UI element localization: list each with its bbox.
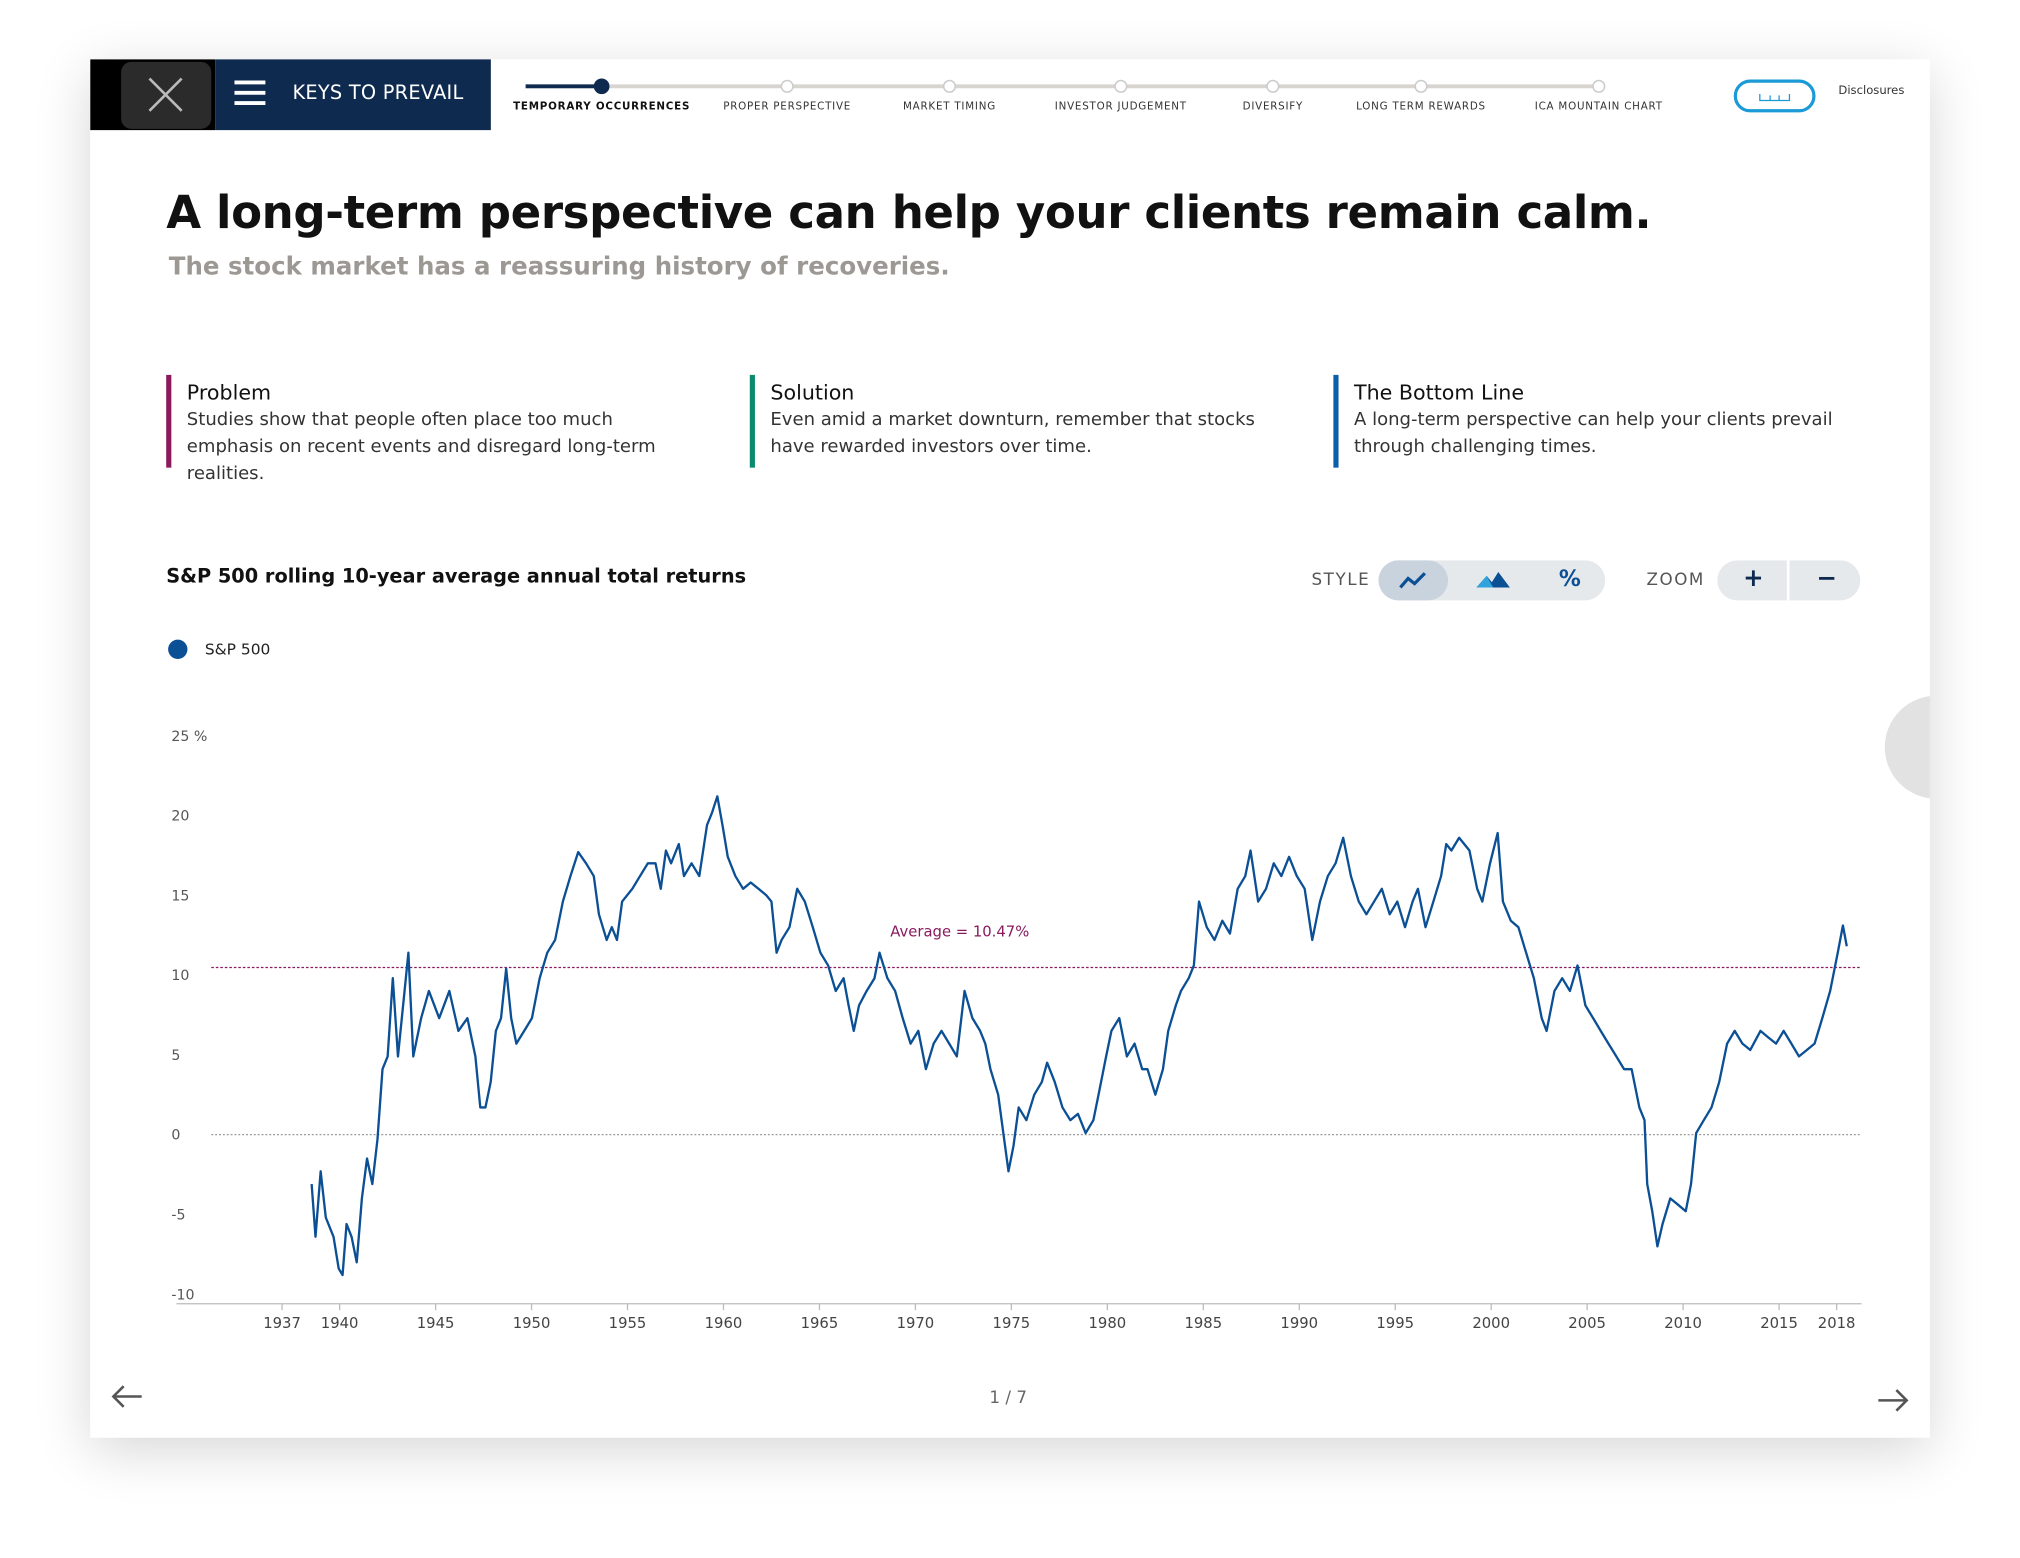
prev-arrow[interactable] <box>111 1384 144 1410</box>
legend-label: S&P 500 <box>205 640 271 658</box>
page-subtitle: The stock market has a reassuring histor… <box>168 252 950 281</box>
zoom-out-button[interactable]: − <box>1816 564 1838 593</box>
card-title: The Bottom Line <box>1354 380 1525 405</box>
step-label[interactable]: PROPER PERSPECTIVE <box>723 100 852 113</box>
line-icon <box>1399 572 1426 589</box>
y-tick-label: 10 <box>171 968 189 984</box>
step-label[interactable]: MARKET TIMING <box>902 100 996 113</box>
x-tick-label: 1945 <box>417 1315 455 1332</box>
close-icon <box>148 77 183 112</box>
close-button[interactable] <box>90 59 216 131</box>
x-tick-label: 1937 <box>263 1315 301 1332</box>
style-percent-button[interactable]: % <box>1558 566 1581 593</box>
pager: 1 / 7 <box>989 1388 1028 1409</box>
step-node <box>780 79 794 93</box>
panel: KEYS TO PREVAIL TEMPORARY OCCURRENCES PRO… <box>90 59 1930 1438</box>
average-label: Average = 10.47% <box>890 924 1029 941</box>
step-label[interactable]: DIVERSIFY <box>1242 100 1304 113</box>
y-tick-label: 0 <box>171 1128 180 1144</box>
hamburger-icon <box>234 80 266 105</box>
x-tick-label: 1940 <box>321 1315 359 1332</box>
x-tick-label: 1975 <box>993 1315 1031 1332</box>
info-card: Problem Studies show that people often pl… <box>166 374 715 484</box>
y-tick-label: 20 <box>171 809 189 825</box>
y-tick-label: 15 <box>171 888 189 904</box>
card-text: Studies show that people often place too… <box>186 409 656 485</box>
chart-title: S&P 500 rolling 10-year average annual t… <box>166 564 747 588</box>
y-tick-label: 25 % <box>171 729 207 745</box>
card-text: A long-term perspective can help your cl… <box>1354 409 1833 458</box>
step-label[interactable]: LONG TERM REWARDS <box>1356 100 1486 113</box>
x-tick-label: 2010 <box>1664 1315 1702 1332</box>
next-arrow[interactable] <box>1876 1387 1909 1413</box>
step-label[interactable]: INVESTOR JUDGEMENT <box>1054 100 1187 113</box>
zoom-label: ZOOM <box>1646 570 1705 591</box>
info-card: The Bottom Line A long-term perspective c… <box>1333 374 1882 468</box>
step-node <box>593 78 610 95</box>
x-tick-label: 1950 <box>513 1315 551 1332</box>
x-tick-label: 2005 <box>1568 1315 1606 1332</box>
info-card: Solution Even amid a market downturn, rem… <box>749 374 1299 468</box>
step-node <box>1592 79 1606 93</box>
step-node <box>1266 79 1280 93</box>
menu-button[interactable]: KEYS TO PREVAIL <box>215 59 491 131</box>
x-tick-label: 1980 <box>1088 1315 1126 1332</box>
menu-title: KEYS TO PREVAIL <box>292 81 464 105</box>
zoom-divider <box>1786 560 1790 601</box>
step-node <box>1114 79 1128 93</box>
style-line-button[interactable] <box>1378 560 1449 601</box>
zoom-toggle: + − <box>1717 560 1861 601</box>
step-node <box>942 79 957 93</box>
step-label[interactable]: ICA MOUNTAIN CHART <box>1534 100 1663 113</box>
style-mountain-button[interactable] <box>1471 560 1515 600</box>
x-tick-label: 1985 <box>1184 1315 1222 1332</box>
x-tick-label: 1965 <box>801 1315 839 1332</box>
data-line <box>310 795 1848 1277</box>
card-title: Problem <box>186 380 272 405</box>
x-tick-label: 2018 <box>1818 1315 1856 1332</box>
zoom-in-button[interactable]: + <box>1743 564 1764 593</box>
x-tick-label: 2015 <box>1760 1315 1798 1332</box>
progress-bar <box>525 78 1606 95</box>
x-tick-label: 1955 <box>609 1315 647 1332</box>
close-inner <box>121 61 212 129</box>
legend-marker <box>168 639 188 659</box>
x-tick-label: 1970 <box>897 1315 935 1332</box>
page-title: A long-term perspective can help your cl… <box>166 188 1652 240</box>
step-node <box>1414 79 1428 93</box>
x-tick-label: 1990 <box>1280 1315 1318 1332</box>
x-tick-label: 2000 <box>1472 1315 1510 1332</box>
card-title: Solution <box>770 380 855 405</box>
print-button[interactable] <box>1733 79 1818 115</box>
style-label: STYLE <box>1311 570 1371 591</box>
style-toggle: % <box>1378 560 1606 601</box>
y-tick-label: -10 <box>171 1287 194 1303</box>
y-tick-label: -5 <box>171 1208 185 1224</box>
disclosures-link[interactable]: Disclosures <box>1838 85 1905 98</box>
step-label[interactable]: TEMPORARY OCCURRENCES <box>513 100 691 113</box>
x-tick-label: 1960 <box>705 1315 743 1332</box>
card-text: Even amid a market downturn, remember th… <box>770 409 1255 458</box>
x-tick-label: 1995 <box>1376 1315 1414 1332</box>
y-tick-label: 5 <box>171 1048 180 1064</box>
